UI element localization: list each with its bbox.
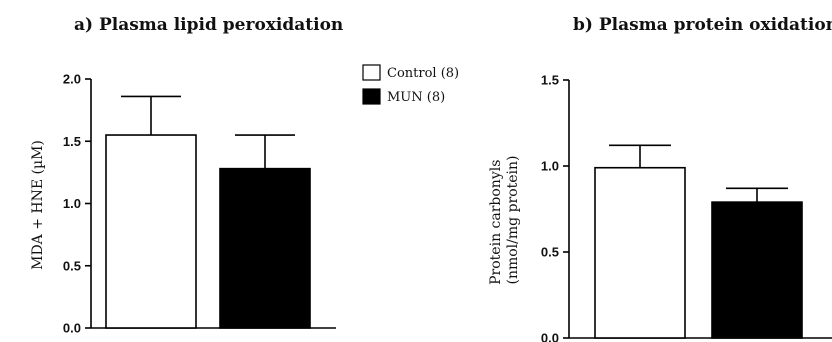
chart-b-ylabel-line1: Protein carbonyls <box>488 160 504 285</box>
chart-b-title: b) Plasma protein oxidation <box>573 15 832 35</box>
chart-a-y-tick-label: 0.5 <box>63 258 81 273</box>
chart-b-y-tick-label: 1.5 <box>541 73 559 88</box>
chart-a-bar <box>219 167 311 329</box>
chart-a-title: a) Plasma lipid peroxidation <box>74 15 343 35</box>
legend: Control (8) MUN (8) <box>362 64 459 105</box>
chart-a-bar <box>105 134 197 329</box>
legend-label-control: Control (8) <box>387 66 459 81</box>
chart-b-y-tick-label: 0.5 <box>541 245 559 260</box>
chart-a-ylabel: MDA + HNE (µM) <box>30 140 46 270</box>
legend-swatch-control <box>362 64 381 81</box>
chart-b-ylabel: Protein carbonyls (nmol/mg protein) <box>488 155 521 285</box>
chart-b-y-tick-label: 0.0 <box>541 331 559 342</box>
legend-label-mun: MUN (8) <box>387 90 445 105</box>
legend-swatch-mun <box>362 88 381 105</box>
chart-a-y-tick-label: 0.0 <box>63 321 81 336</box>
chart-b-ylabel-line2: (nmol/mg protein) <box>505 155 521 284</box>
chart-a-y-tick-label: 2.0 <box>63 72 81 87</box>
chart-a-y-tick-label: 1.0 <box>63 196 81 211</box>
chart-a-y-tick-label: 1.5 <box>63 134 81 149</box>
chart-a: 0.0 0.5 1.0 1.5 2.0 <box>63 72 336 336</box>
chart-b-bar <box>594 166 686 339</box>
chart-b-bar <box>711 201 803 339</box>
chart-b: 0.0 0.5 1.0 1.5 <box>541 73 832 342</box>
chart-b-y-tick-label: 1.0 <box>541 159 559 174</box>
